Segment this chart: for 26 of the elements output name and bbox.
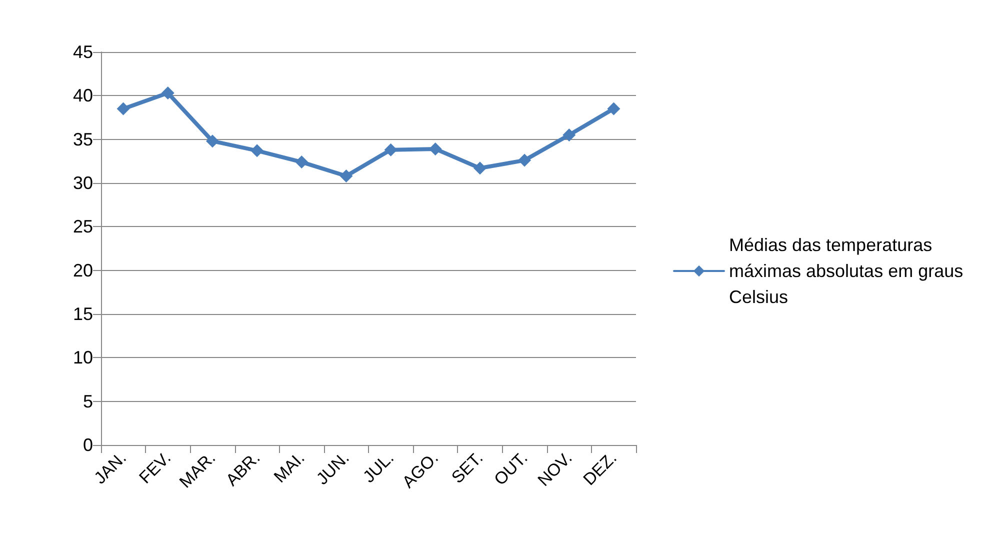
y-tick-label: 25 <box>72 216 93 237</box>
point <box>428 142 442 156</box>
legend-label: Médias das temperaturas máximas absolutas em graus Celsius <box>729 235 968 307</box>
y-tick-label: 45 <box>72 42 93 62</box>
point <box>116 102 130 116</box>
y-tick-label: 15 <box>72 304 93 324</box>
point <box>340 170 353 183</box>
point <box>473 162 486 175</box>
y-tick-label: 35 <box>72 129 93 150</box>
point <box>518 154 532 167</box>
point <box>295 156 308 169</box>
point <box>250 144 264 158</box>
point <box>562 128 576 142</box>
y-tick-label: 5 <box>82 391 93 412</box>
x-tick-label: JUL. <box>359 448 398 486</box>
point <box>161 86 174 100</box>
y-tick-label: 10 <box>72 348 93 368</box>
x-tick-label: JAN. <box>90 448 130 488</box>
point <box>607 102 620 116</box>
point <box>206 134 219 148</box>
y-tick-label: 0 <box>82 435 93 455</box>
y-tick-label: 30 <box>72 173 93 193</box>
point <box>384 143 398 156</box>
y-tick-label: 20 <box>72 260 93 280</box>
y-tick-label: 40 <box>72 86 93 106</box>
x-tick-label: MAI. <box>270 448 308 486</box>
